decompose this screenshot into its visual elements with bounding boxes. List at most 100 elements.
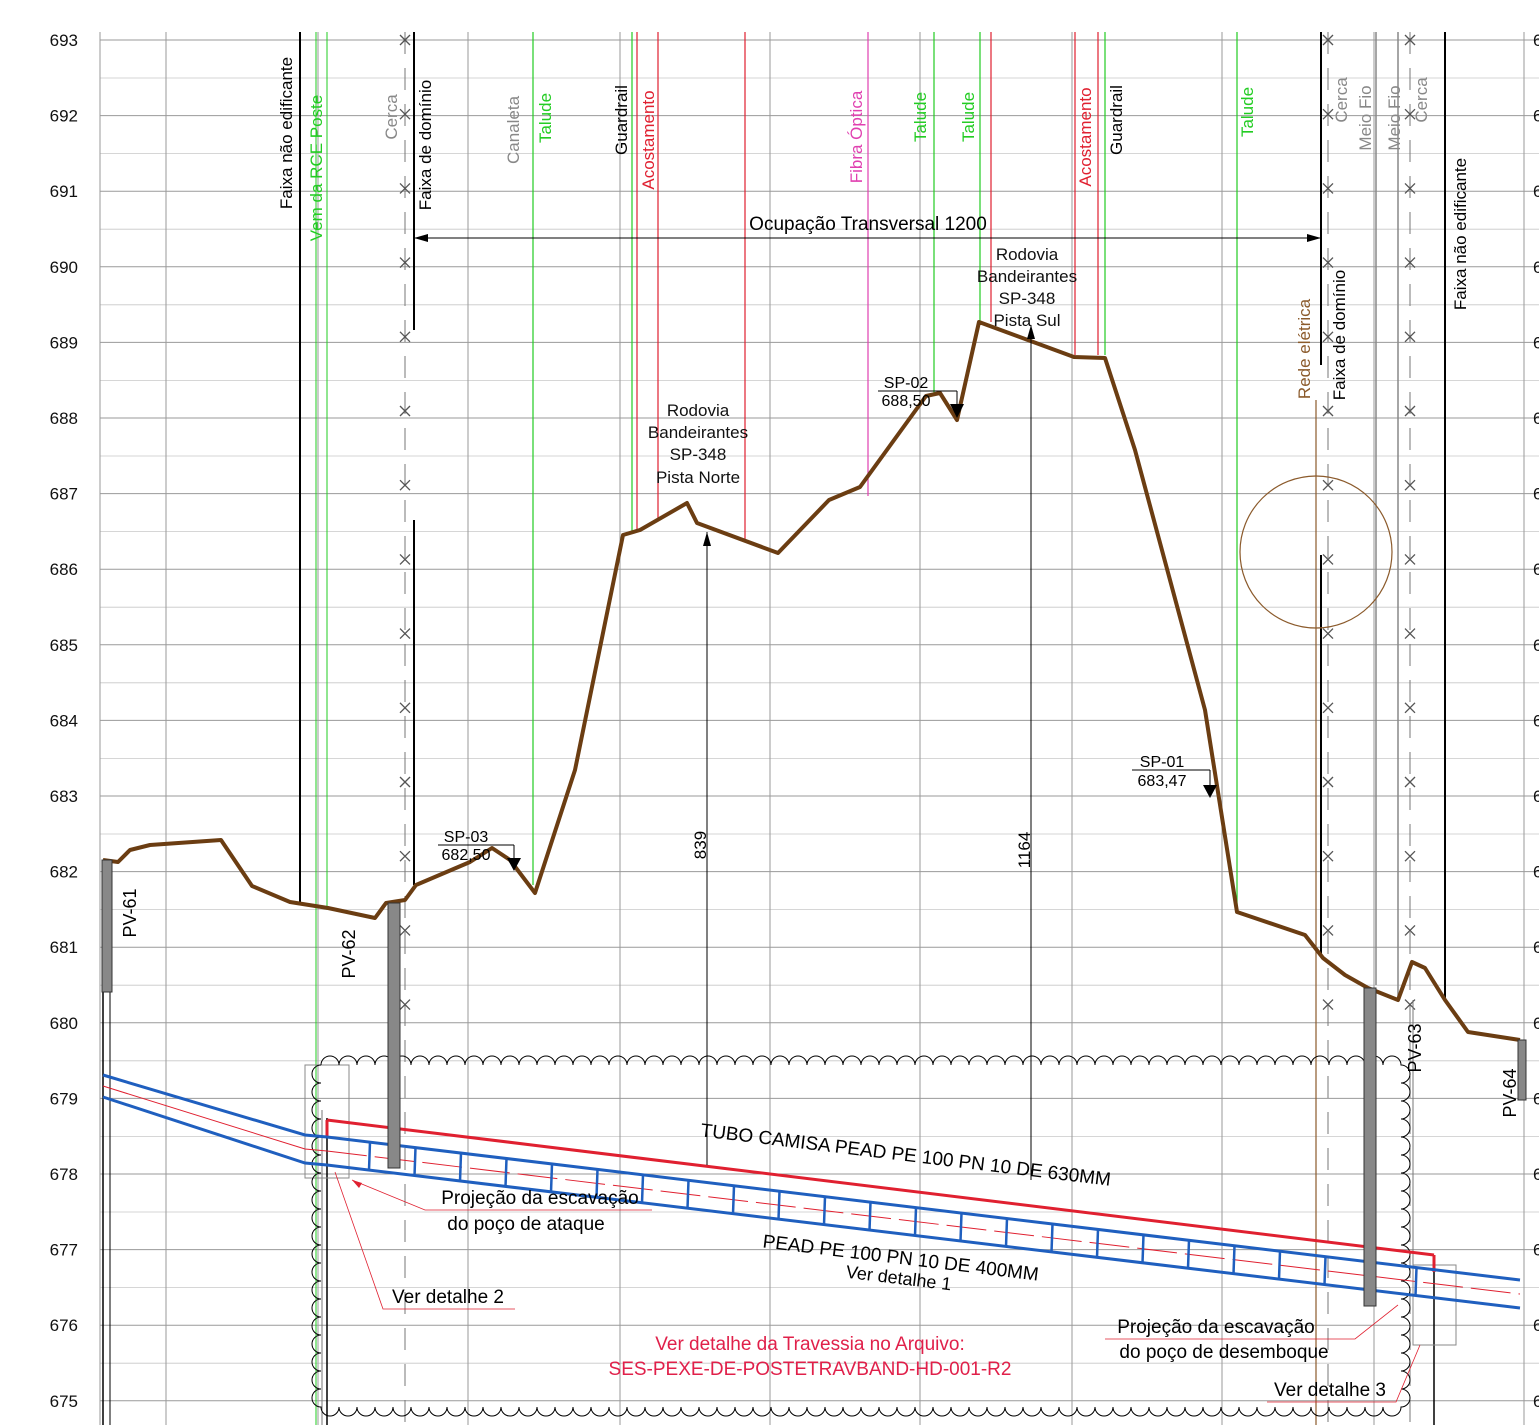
svg-text:SP-348: SP-348 [999,289,1056,308]
label-talude-2: Talude [911,92,930,142]
pv61-label: PV-61 [120,888,140,937]
fence-x-mark [1322,776,1334,788]
right-cut-tick-label: 6 [1533,1089,1539,1108]
sp02-name: SP-02 [884,375,929,392]
label-acostamento-left: Acostamento [639,90,658,189]
pipe-spacer [1004,1218,1009,1247]
label-faixa-nao-edificante-left: Faixa não edificante [277,57,296,209]
elevation-tick-label: 690 [50,258,78,277]
fence-x-mark [1404,776,1416,788]
pipe-spacer [504,1158,508,1187]
vertical-labels: Faixa não edificante Vem da RCE Poste Cerc… [277,57,1470,400]
sp02-marker: SP-02 688,50 [878,375,964,418]
fence-x-mark [1322,108,1334,120]
pipe-center-line [326,1150,1521,1295]
fence-x-mark [1322,257,1334,269]
elevation-tick-label: 686 [50,560,78,579]
svg-text:do poço de ataque: do poço de ataque [447,1214,604,1235]
cerca-right2-line [1404,32,1416,1425]
fence-x-mark [399,850,411,862]
pipe-spacers [367,1142,1418,1296]
label-fibra-optica: Fibra Óptica [847,90,866,183]
elevation-tick-label: 693 [50,31,78,50]
right-cut-axis-labels: 6 6 6 6 6 6 6 6 6 6 6 6 6 6 6 6 6 6 6 [1533,31,1539,1411]
fence-x-mark [1404,331,1416,343]
ver-detalhe-3-callout: Ver detalhe 3 [1267,1344,1421,1403]
dimension-839 [703,532,711,1165]
casing-630mm [326,1118,1435,1257]
fence-x-mark [1404,628,1416,640]
right-cut-tick-label: 6 [1533,1241,1539,1260]
fence-x-mark [1322,924,1334,936]
pv62-shaft [387,902,401,1169]
label-meio-fio-2: Meio Fio [1385,85,1404,150]
elevation-tick-label: 675 [50,1392,78,1411]
pipe-spacer [367,1142,372,1171]
fence-x-mark [399,553,411,565]
terrain-profile [102,320,1521,1042]
label-rede-eletrica: Rede elétrica [1295,298,1314,399]
svg-text:do poço de desemboque: do poço de desemboque [1119,1342,1328,1363]
pv63-shaft [1363,987,1377,1307]
fence-x-mark [1322,479,1334,491]
right-cut-tick-label: 6 [1533,1392,1539,1411]
label-guardrail-right: Guardrail [1107,85,1126,155]
label-meio-fio-1: Meio Fio [1356,85,1375,150]
elevation-tick-label: 682 [50,863,78,882]
right-cut-tick-label: 6 [1533,182,1539,201]
pipe-spacer [549,1163,554,1193]
fence-x-mark [1404,479,1416,491]
pv62-label: PV-62 [339,929,359,978]
fence-x-mark [1322,182,1334,194]
label-cerca-right2: Cerca [1412,77,1431,123]
pipe-spacer [1232,1245,1236,1274]
pipe-spacer [1323,1256,1327,1285]
right-cut-tick-label: 6 [1533,107,1539,126]
fence-x-mark [1322,405,1334,417]
projecao-ataque-callout: Projeção da escavação do poço de ataque [351,1179,652,1235]
elevation-tick-label: 679 [50,1089,78,1108]
label-faixa-dominio-right: Faixa de domínio [1330,270,1349,400]
pipe-left-top [102,1073,328,1139]
pipe-spacer [1141,1234,1145,1263]
svg-text:Bandeirantes: Bandeirantes [648,423,748,442]
projecao-desemboque-callout: Projeção da escavação do poço de desembo… [1105,1304,1399,1363]
fence-x-mark [1404,850,1416,862]
right-cut-tick-label: 6 [1533,333,1539,352]
svg-text:Projeção da escavação: Projeção da escavação [441,1188,639,1209]
right-cut-tick-label: 6 [1533,938,1539,957]
rodovia-norte-label: Rodovia Bandeirantes SP-348 Pista Norte [648,401,748,487]
elevation-tick-label: 687 [50,485,78,504]
right-cut-tick-label: 6 [1533,485,1539,504]
svg-text:SP-348: SP-348 [670,445,727,464]
fence-x-mark [1404,924,1416,936]
fence-x-mark [399,108,411,120]
ver-detalhe-2-callout: Ver detalhe 2 [334,1171,515,1310]
svg-text:Rodovia: Rodovia [667,401,730,420]
pipe-400mm-bottom [326,1163,1521,1310]
elevation-tick-label: 683 [50,787,78,806]
label-talude-3: Talude [959,92,978,142]
elevation-tick-label: 676 [50,1316,78,1335]
fence-x-mark [399,257,411,269]
right-cut-tick-label: 6 [1533,711,1539,730]
elevation-tick-label: 692 [50,107,78,126]
pipe-spacer [959,1213,963,1242]
ocupacao-label: Ocupação Transversal 1200 [749,214,987,235]
dimension-1164 [1027,325,1035,1180]
right-cut-tick-label: 6 [1533,409,1539,428]
cerca-right1-line [1322,32,1334,1425]
label-talude-1: Talude [536,93,555,143]
pv64-label: PV-64 [1500,1068,1520,1117]
right-cut-tick-label: 6 [1533,560,1539,579]
fence-x-mark [399,924,411,936]
pipe-400mm-top [326,1135,1521,1282]
fence-x-mark [1322,331,1334,343]
elevation-tick-label: 685 [50,636,78,655]
pipe-spacer [1186,1240,1191,1269]
sp03-value: 682,50 [442,847,491,864]
fence-x-mark [399,182,411,194]
fence-x-mark [1404,257,1416,269]
sp03-marker: SP-03 682,50 [438,829,521,871]
